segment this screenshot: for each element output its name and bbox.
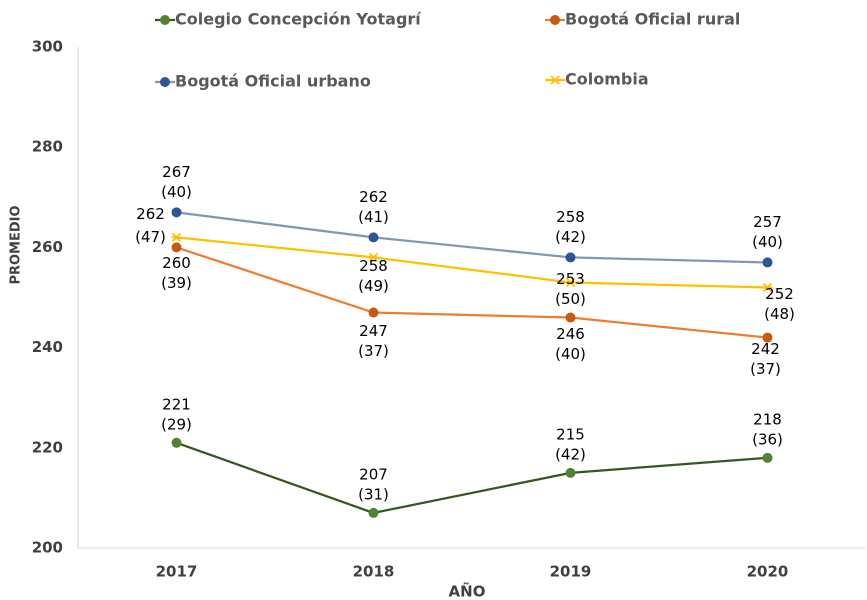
marker [368,232,379,243]
deviation-label: (48) [764,305,795,323]
legend-marker [550,15,560,25]
legend-label: Bogotá Oficial urbano [175,72,371,91]
deviation-label: (37) [750,360,781,378]
x-tick-label: 2017 [156,563,198,581]
deviation-label: (40) [555,345,586,363]
marker [762,282,773,293]
deviation-label: (39) [161,274,192,292]
legend-label: Colegio Concepción Yotagrí [175,10,422,29]
marker [762,452,773,463]
series-line [176,211,768,264]
data-label: 253 [556,270,585,288]
deviation-label: (42) [555,228,586,246]
marker [565,312,576,323]
legend-marker [160,77,170,87]
x-tick-label: 2019 [550,563,592,581]
series-line [176,441,768,515]
data-label: 258 [556,208,585,226]
deviation-label: (49) [358,277,389,295]
marker [368,307,379,318]
data-label: 262 [359,188,388,206]
marker [368,252,379,263]
data-label: 267 [162,163,191,181]
data-label: 207 [359,465,388,483]
deviation-label: (31) [358,485,389,503]
marker [762,332,773,343]
data-label: 258 [359,257,388,275]
deviation-label: (42) [555,445,586,463]
data-label: 242 [751,340,780,358]
deviation-label: (37) [358,342,389,360]
data-label: 260 [162,254,191,272]
y-tick-label: 260 [32,238,63,256]
series-line [176,236,768,289]
legend-label: Colombia [565,70,649,89]
data-label: 246 [556,325,585,343]
data-label: 247 [359,322,388,340]
deviation-label: (29) [161,415,192,433]
marker [565,277,576,288]
data-label: 257 [753,213,782,231]
data-label: 262 [136,205,165,223]
data-label: 215 [556,425,585,443]
data-label: 218 [753,410,782,428]
marker [565,252,576,263]
y-axis-title: PROMEDIO [9,205,24,284]
data-label: 221 [162,395,191,413]
marker [565,467,576,478]
y-tick-label: 300 [32,38,63,56]
marker [171,207,182,218]
deviation-label: (36) [752,430,783,448]
marker [762,257,773,268]
deviation-label: (41) [358,208,389,226]
legend-marker [160,15,170,25]
deviation-label: (40) [752,233,783,251]
deviation-label: (50) [555,290,586,308]
x-tick-label: 2020 [747,563,789,581]
deviation-label: (47) [135,228,166,246]
marker [171,232,182,243]
series-line [176,246,768,339]
data-label: 252 [765,285,794,303]
legend-label: Bogotá Oficial rural [565,10,740,29]
marker [171,242,182,253]
y-tick-label: 200 [32,539,63,557]
y-tick-label: 280 [32,138,63,156]
deviation-label: (40) [161,183,192,201]
y-tick-label: 220 [32,438,63,456]
legend-marker [550,75,560,85]
marker [171,437,182,448]
x-axis-title: AÑO [449,582,486,600]
marker [368,507,379,518]
x-tick-label: 2018 [353,563,395,581]
y-tick-label: 240 [32,338,63,356]
